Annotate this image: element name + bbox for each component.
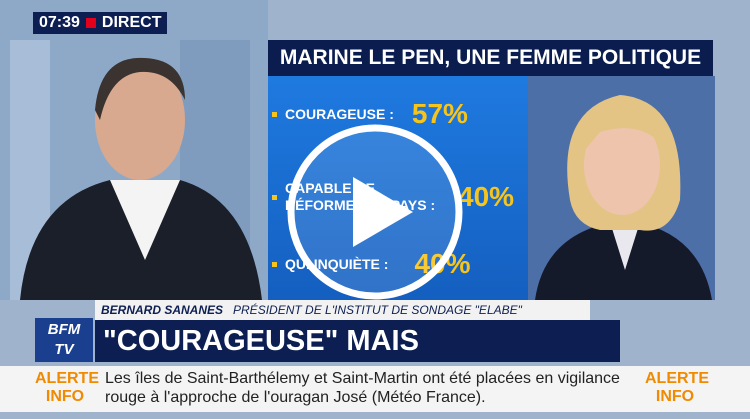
- clock: 07:39 DIRECT: [33, 12, 168, 34]
- play-button[interactable]: [285, 122, 465, 302]
- alert-line: INFO: [655, 388, 695, 405]
- logo-line: TV: [54, 341, 74, 358]
- time: 07:39: [39, 14, 80, 31]
- ticker-text: Les îles de Saint-Barthélemy et Saint-Ma…: [105, 370, 620, 406]
- poll-item: COURAGEUSE : 57%: [272, 98, 468, 130]
- alert-badge: ALERTE INFO: [35, 370, 99, 406]
- speaker-role: PRÉSIDENT DE L'INSTITUT DE SONDAGE "ELAB…: [233, 303, 522, 317]
- headline: "COURAGEUSE" MAIS "INQUIÉTANTE".: [95, 320, 620, 399]
- poll-value: 57%: [411, 98, 468, 129]
- poll-value: 40%: [458, 181, 515, 212]
- poll-label: COURAGEUSE :: [285, 106, 394, 122]
- live-dot: [85, 18, 96, 28]
- alert-line: ALERTE: [35, 370, 99, 387]
- alert-line: INFO: [45, 388, 85, 405]
- alert-line: ALERTE: [645, 370, 709, 387]
- speaker-name: BERNARD SANANES: [101, 303, 224, 317]
- name-bar: BERNARD SANANES PRÉSIDENT DE L'INSTITUT D…: [95, 300, 590, 320]
- alert-badge: ALERTE INFO: [645, 370, 709, 406]
- logo-line: BFM: [47, 321, 81, 338]
- ticker-bar: [0, 366, 750, 412]
- live-label: DIRECT: [101, 14, 162, 31]
- channel-logo: BFM TV: [35, 318, 93, 362]
- panel-title: MARINE LE PEN, UNE FEMME POLITIQUE: [268, 40, 713, 76]
